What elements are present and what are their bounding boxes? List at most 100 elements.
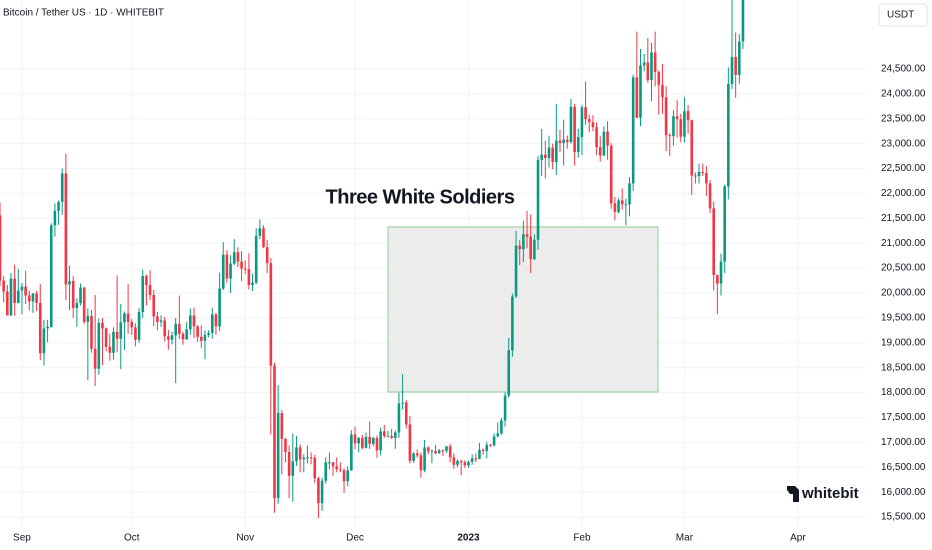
- candle-body: [232, 252, 236, 264]
- candle-body: [679, 119, 683, 137]
- candle-body: [620, 200, 624, 205]
- candle-body: [555, 140, 558, 163]
- candle-body: [335, 466, 339, 470]
- candle-body: [609, 145, 613, 204]
- quote-unit: USDT: [887, 10, 914, 21]
- candle-body: [200, 336, 203, 341]
- y-tick-label: 20,500.00: [881, 263, 926, 274]
- candle-body: [339, 469, 342, 471]
- candle-body: [280, 413, 284, 439]
- candle-body: [269, 263, 273, 366]
- y-tick-label: 22,000.00: [881, 188, 926, 199]
- candle-body: [284, 438, 287, 452]
- candle-body: [123, 313, 126, 323]
- candle-body: [101, 322, 104, 329]
- candle-body: [71, 281, 75, 308]
- y-tick-label: 17,000.00: [881, 437, 926, 448]
- candle-body: [313, 457, 317, 479]
- candle-body: [189, 315, 192, 330]
- candle-body: [591, 122, 595, 128]
- x-tick-label: Sep: [13, 533, 31, 544]
- candle-body: [437, 450, 441, 454]
- candle-body: [320, 480, 324, 504]
- candle-body: [697, 171, 701, 176]
- candle-body: [17, 290, 20, 303]
- candle-body: [372, 437, 375, 444]
- annotation-text: Three White Soldiers: [326, 186, 515, 208]
- candle-body: [708, 183, 712, 209]
- candle-body: [412, 453, 415, 461]
- candle-body: [642, 62, 646, 66]
- candle-body: [448, 446, 452, 458]
- candle-body: [738, 41, 741, 75]
- candle-body: [694, 175, 697, 177]
- candle-body: [357, 437, 360, 444]
- candle-body: [159, 320, 163, 322]
- candle-body: [635, 77, 639, 118]
- y-tick-label: 15,500.00: [881, 512, 926, 523]
- candle-body: [683, 111, 686, 137]
- candle-body: [148, 285, 152, 295]
- candle-body: [24, 286, 27, 296]
- candle-body: [393, 432, 397, 438]
- candle-body: [536, 160, 540, 240]
- candle-body: [401, 402, 404, 404]
- candles: [0, 0, 745, 519]
- axes: 15,500.00 16,000.00 16,500.00 17,000.00 17,5…: [13, 64, 926, 544]
- candle-body: [705, 172, 708, 184]
- candle-body: [119, 322, 123, 339]
- y-tick-label: 18,000.00: [881, 387, 926, 398]
- candle-body: [404, 402, 408, 425]
- candle-body: [192, 315, 196, 327]
- y-tick-label: 24,500.00: [881, 64, 926, 75]
- y-tick-label: 19,500.00: [881, 313, 926, 324]
- candle-body: [210, 314, 214, 333]
- candle-body: [236, 252, 240, 262]
- candle-body: [225, 254, 229, 279]
- candle-body: [20, 286, 24, 291]
- x-tick-label: Oct: [124, 533, 140, 544]
- y-tick-label: 23,500.00: [881, 113, 926, 124]
- candle-body: [46, 326, 49, 329]
- candle-body: [350, 434, 353, 471]
- candle-body: [353, 434, 357, 444]
- candle-body: [573, 106, 576, 153]
- candle-body: [31, 293, 35, 302]
- candle-body: [328, 462, 331, 464]
- y-tick-label: 21,500.00: [881, 213, 926, 224]
- candle-body: [639, 65, 642, 118]
- candle-body: [53, 210, 57, 226]
- candle-body: [361, 437, 364, 448]
- candle-body: [727, 83, 730, 187]
- candle-body: [514, 245, 518, 297]
- candle-body: [251, 282, 254, 286]
- x-tick-label: 2023: [457, 533, 480, 544]
- candle-body: [324, 462, 328, 481]
- candle-body: [474, 458, 478, 460]
- candle-body: [456, 460, 459, 465]
- candle-body: [419, 455, 423, 471]
- candle-body: [551, 147, 554, 163]
- candle-body: [445, 446, 448, 451]
- x-tick-label: Nov: [236, 533, 254, 544]
- candle-body: [203, 334, 207, 341]
- candle-body: [291, 461, 295, 476]
- candle-body: [141, 276, 145, 312]
- y-tick-label: 24,000.00: [881, 88, 926, 99]
- candle-body: [434, 450, 437, 454]
- candle-body: [383, 431, 386, 436]
- candle-body: [485, 444, 489, 451]
- candle-body: [0, 215, 2, 281]
- candle-body: [13, 278, 16, 303]
- candle-body: [470, 458, 474, 462]
- candle-body: [317, 478, 320, 504]
- candle-body: [459, 460, 463, 463]
- candle-body: [664, 97, 668, 136]
- candle-body: [82, 287, 86, 322]
- candle-body: [298, 447, 302, 460]
- candle-body: [368, 436, 371, 444]
- candle-body: [35, 293, 38, 303]
- candle-body: [57, 201, 60, 211]
- candle-body: [540, 154, 543, 161]
